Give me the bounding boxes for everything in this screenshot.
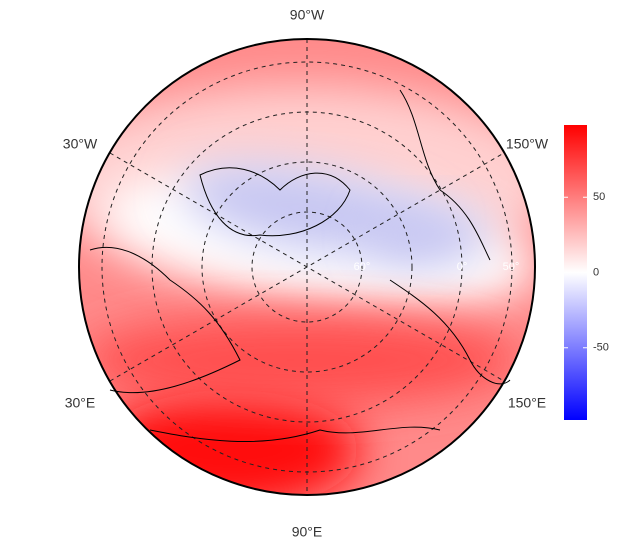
lat-label: 50° xyxy=(503,261,520,273)
colorbar-tick-label: 50 xyxy=(593,191,605,203)
map-frame xyxy=(78,38,536,496)
lon-label: 90°E xyxy=(292,524,323,540)
colorbar: -50 0 50 xyxy=(564,125,609,420)
lon-label: 30°W xyxy=(63,136,98,152)
lon-label: 150°E xyxy=(508,395,546,411)
field xyxy=(79,39,535,495)
colorbar-tick-label: -50 xyxy=(593,342,609,354)
lon-label: 30°E xyxy=(65,395,96,411)
lon-label: 150°W xyxy=(506,136,549,152)
lat-label: 60° xyxy=(354,261,371,273)
lat-label: 0° xyxy=(457,261,468,273)
graticule xyxy=(101,39,513,495)
colorbar-tick-label: 0 xyxy=(593,266,599,278)
coastlines xyxy=(89,89,511,443)
colorbar-scale xyxy=(564,125,587,420)
lon-label: 90°W xyxy=(290,7,325,23)
